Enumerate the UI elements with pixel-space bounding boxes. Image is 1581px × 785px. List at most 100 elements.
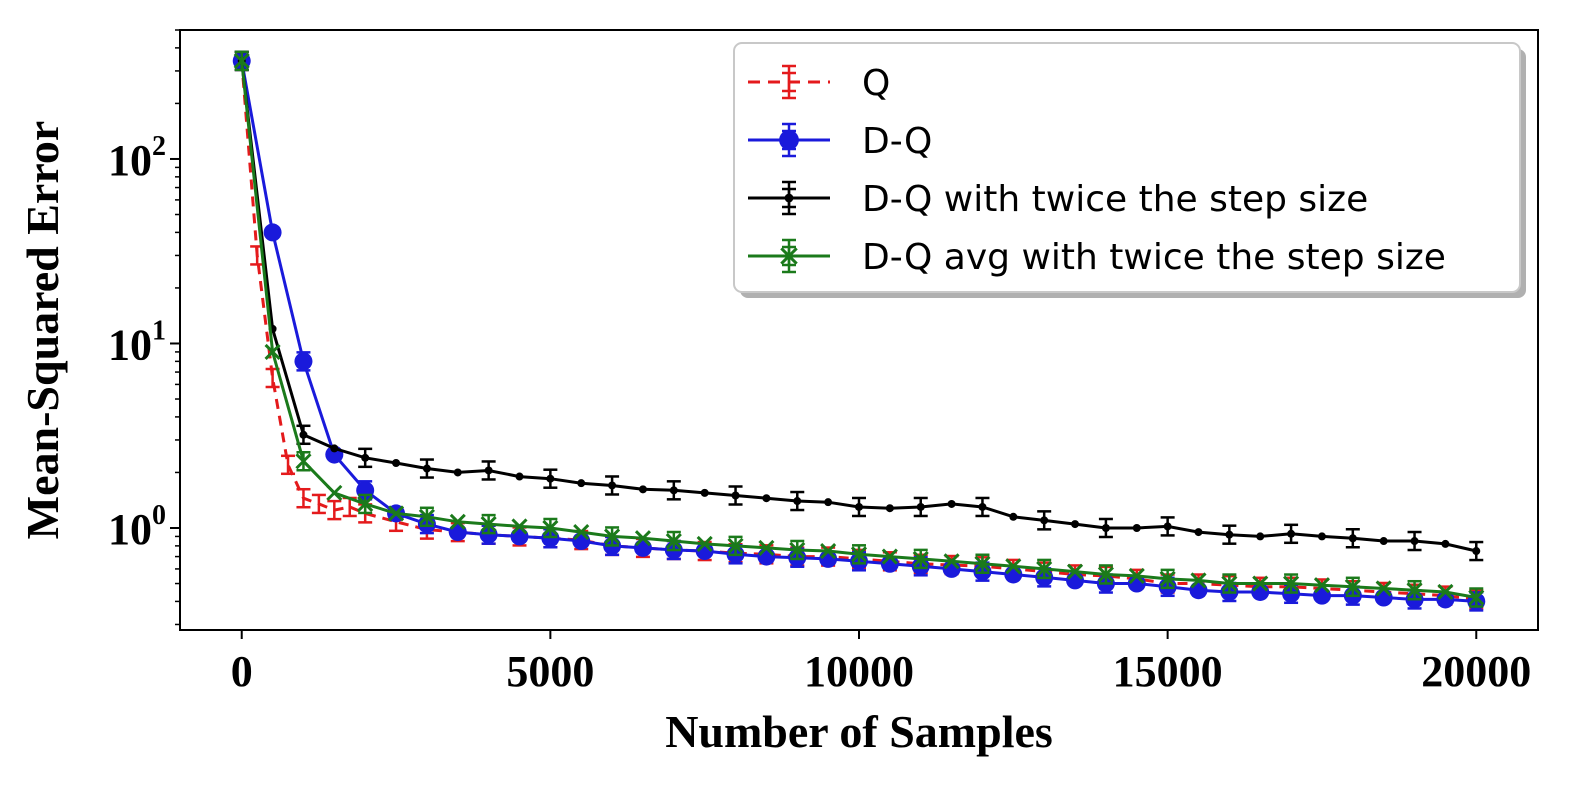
- data-point: [392, 459, 401, 468]
- legend-label: Q: [862, 63, 890, 104]
- data-point: [295, 451, 312, 472]
- marker-circle: [633, 538, 652, 557]
- data-point: [515, 472, 524, 481]
- data-point: [727, 535, 744, 557]
- marker-x: [1190, 572, 1207, 589]
- marker-dot: [784, 193, 794, 203]
- marker-circle: [448, 523, 467, 542]
- marker-dot: [422, 464, 431, 473]
- legend-item: D-Q avg with twice the step size: [748, 237, 1446, 278]
- marker-dot: [1040, 516, 1049, 525]
- data-point: [757, 547, 776, 566]
- data-point: [1098, 517, 1113, 539]
- data-point: [1468, 587, 1485, 608]
- data-point: [1344, 576, 1361, 598]
- marker-x: [1036, 560, 1053, 577]
- marker-dot: [1101, 523, 1110, 532]
- data-point: [1406, 579, 1423, 601]
- data-point: [1221, 573, 1238, 594]
- data-point: [327, 499, 342, 521]
- data-point: [281, 454, 296, 476]
- y-tick-base: 10: [108, 505, 152, 554]
- data-point: [543, 468, 558, 489]
- data-point: [449, 513, 466, 530]
- data-point: [1222, 524, 1237, 545]
- data-point: [481, 460, 496, 481]
- data-point: [696, 535, 713, 552]
- marker-dot: [392, 459, 401, 468]
- marker-dot: [700, 488, 709, 497]
- data-point: [605, 475, 620, 496]
- data-point: [542, 517, 559, 539]
- marker-x: [1375, 580, 1392, 597]
- marker-dot: [1132, 523, 1141, 532]
- marker-dot: [1009, 512, 1018, 521]
- data-point: [975, 496, 990, 518]
- marker-x: [1252, 575, 1269, 592]
- data-point: [633, 538, 652, 557]
- data-point: [638, 485, 647, 494]
- marker-x: [943, 553, 960, 570]
- marker-circle: [263, 223, 282, 242]
- marker-x: [727, 537, 744, 554]
- data-point: [881, 548, 898, 565]
- data-point: [480, 513, 497, 535]
- data-point: [573, 524, 590, 541]
- legend: Q D-Q D-Q with twice the step size D-Q avg …: [733, 42, 1526, 298]
- marker-x: [480, 516, 497, 533]
- data-point: [1252, 575, 1269, 592]
- marker-x: [573, 524, 590, 541]
- data-point: [1317, 532, 1326, 541]
- marker-dot: [916, 502, 925, 511]
- y-tick-label: 101: [108, 315, 166, 369]
- marker-x: [1097, 566, 1114, 583]
- data-point: [728, 485, 743, 506]
- data-point: [296, 424, 311, 446]
- marker-x: [449, 513, 466, 530]
- y-tick-base: 10: [108, 320, 152, 369]
- data-point: [1066, 563, 1084, 580]
- y-tick-exponent: 0: [152, 500, 166, 531]
- marker-dot: [577, 479, 586, 488]
- data-point: [1097, 564, 1114, 585]
- data-point: [1009, 512, 1018, 521]
- marker-x: [820, 542, 837, 560]
- data-point: [1284, 523, 1299, 545]
- data-point: [1313, 577, 1331, 594]
- data-point: [943, 553, 960, 570]
- marker-x: [881, 548, 898, 565]
- legend-label: D-Q: [862, 121, 932, 162]
- data-point: [604, 526, 621, 547]
- data-point: [1037, 510, 1052, 531]
- data-point: [453, 468, 462, 477]
- marker-dot: [1225, 530, 1234, 539]
- data-point: [263, 223, 282, 242]
- marker-x: [1344, 578, 1361, 595]
- x-tick-label: 20000: [1421, 647, 1531, 696]
- data-point: [1437, 583, 1454, 601]
- marker-x: [542, 519, 559, 537]
- marker-x: [850, 546, 868, 563]
- data-point: [1190, 572, 1207, 589]
- data-point: [700, 488, 709, 497]
- data-point: [233, 50, 250, 72]
- marker-x: [1005, 558, 1022, 575]
- x-axis-ticks: 0 5000 10000 15000 20000: [231, 630, 1531, 696]
- marker-dot: [947, 499, 956, 508]
- marker-circle: [1251, 582, 1270, 601]
- marker-x: [604, 528, 621, 545]
- marker-x: [1468, 589, 1485, 606]
- data-point: [1194, 528, 1203, 537]
- data-point: [1071, 520, 1080, 529]
- marker-x: [696, 535, 713, 552]
- marker-circle: [779, 130, 799, 150]
- data-point: [358, 447, 373, 469]
- data-point: [1374, 588, 1393, 607]
- data-point: [1469, 540, 1484, 562]
- marker-x: [326, 484, 343, 501]
- data-point: [510, 527, 529, 546]
- data-point: [1132, 523, 1141, 532]
- data-point: [418, 506, 435, 528]
